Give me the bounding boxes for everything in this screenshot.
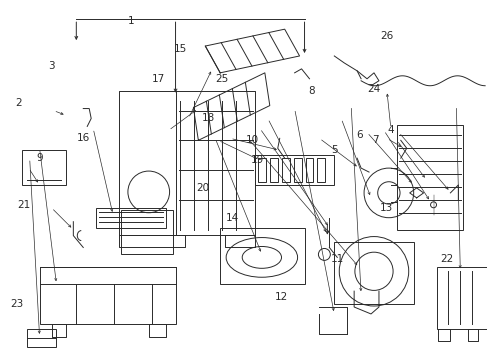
Bar: [121, 210, 172, 255]
Bar: [220, 228, 304, 284]
Text: 13: 13: [380, 203, 393, 213]
Text: 10: 10: [245, 135, 258, 145]
Text: 4: 4: [387, 125, 393, 135]
Text: 11: 11: [330, 255, 343, 264]
Text: 24: 24: [366, 84, 380, 94]
Text: 3: 3: [48, 61, 55, 71]
Text: 2: 2: [16, 98, 22, 108]
Text: 17: 17: [152, 74, 165, 84]
Text: 23: 23: [10, 299, 23, 309]
Bar: [269, 158, 277, 182]
Bar: [334, 242, 413, 304]
Text: 21: 21: [17, 200, 30, 210]
Text: 12: 12: [275, 292, 288, 302]
Text: 1: 1: [127, 16, 134, 26]
Text: 14: 14: [225, 213, 238, 223]
Bar: [257, 158, 265, 182]
Bar: [396, 125, 462, 230]
Text: 18: 18: [201, 113, 214, 123]
Text: 5: 5: [330, 145, 337, 155]
Text: 16: 16: [77, 133, 90, 143]
Text: 7: 7: [371, 135, 378, 145]
Bar: [27, 329, 56, 347]
Text: 22: 22: [439, 255, 452, 264]
Bar: [281, 158, 289, 182]
Text: 26: 26: [380, 31, 393, 41]
Bar: [21, 150, 66, 185]
Text: 25: 25: [215, 74, 228, 84]
Text: 20: 20: [195, 183, 208, 193]
Bar: [254, 155, 334, 185]
Bar: [293, 158, 301, 182]
Text: 6: 6: [355, 130, 362, 140]
Bar: [305, 158, 313, 182]
Text: 9: 9: [36, 153, 43, 163]
Bar: [40, 267, 175, 324]
Bar: [436, 267, 486, 329]
Text: 19: 19: [251, 155, 264, 165]
Bar: [96, 208, 165, 228]
Text: 8: 8: [307, 86, 314, 96]
Bar: [317, 158, 325, 182]
Text: 15: 15: [174, 44, 187, 54]
